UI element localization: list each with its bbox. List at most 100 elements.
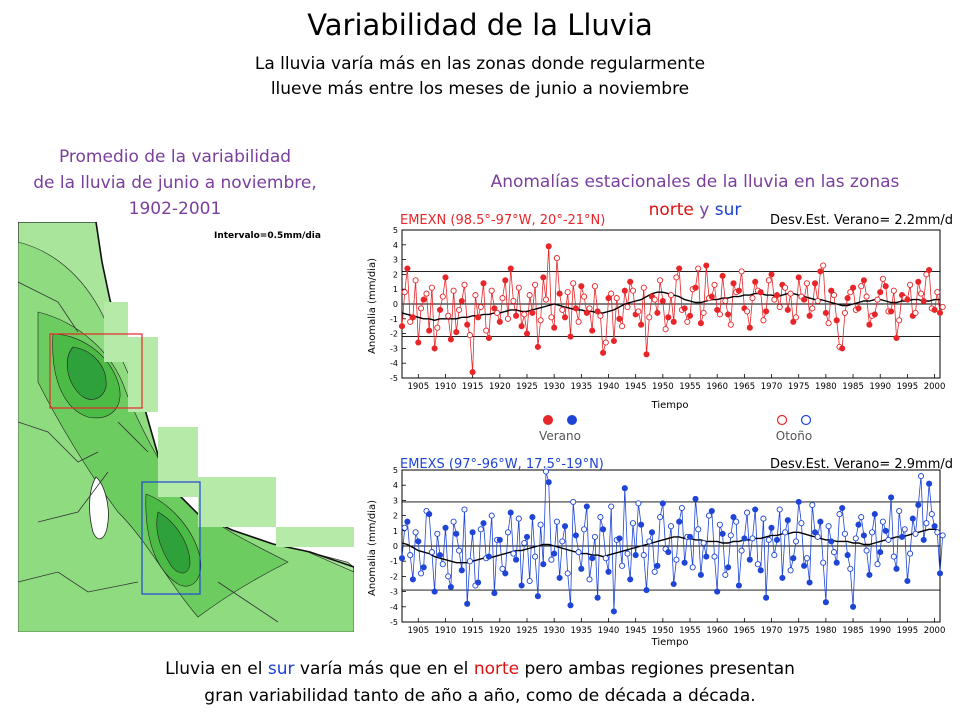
chart-north-autumn-point	[722, 297, 729, 305]
chart-south-autumn-point	[716, 521, 723, 528]
chart-south-summer-point	[583, 503, 590, 510]
chart-north-autumn-point	[586, 305, 593, 312]
chart-south-summer-point	[936, 570, 944, 577]
charts-heading-north: norte	[648, 200, 694, 220]
chart-north-autumn-point	[684, 318, 691, 325]
chart-south-autumn-point	[434, 530, 441, 537]
chart-north-autumn-point	[472, 292, 479, 299]
chart-north-summer-point	[665, 314, 672, 321]
chart-south-summer-point	[915, 501, 922, 509]
chart-north-xtick-label: 1910	[435, 382, 457, 392]
chart-north-summer-point	[426, 327, 433, 334]
chart-south-autumn-point	[678, 504, 685, 512]
chart-north-plot: -5 -4 -3 -2 -1 0 1 2 3 4 5 1905 1910 1915 1920 1925 1930…	[390, 226, 946, 392]
chart-south-autumn-point	[787, 567, 794, 574]
chart-south-autumn-point	[901, 526, 908, 533]
chart-south-xtick-label: 1995	[897, 626, 919, 636]
variability-contour-map: Intervalo=0.5mm/dia	[18, 222, 354, 632]
chart-south-autumn-point	[521, 539, 528, 547]
chart-north-summer-point	[409, 314, 416, 321]
chart-south-autumn-point	[738, 547, 745, 554]
chart-north-summer-point	[583, 309, 590, 316]
chart-south-autumn-point	[809, 501, 816, 509]
chart-south-autumn-point	[532, 553, 539, 560]
chart-north-summer-point	[768, 271, 775, 278]
chart-south-summer-point	[686, 533, 694, 540]
chart-south-autumn-point	[456, 547, 463, 554]
chart-north-autumn-point	[847, 289, 854, 296]
chart-south-summer-point	[779, 574, 786, 581]
chart-south-summer-point	[616, 535, 623, 542]
chart-south-xlabel: Tiempo	[651, 637, 689, 648]
chart-south-summer-point	[567, 602, 574, 609]
chart-north-summer-point	[822, 309, 829, 316]
chart-north-autumn-point	[629, 287, 637, 294]
chart-south-std-label: Desv.Est. Verano= 2.9mm/dia	[770, 457, 952, 472]
chart-north-summer-point	[627, 278, 634, 285]
chart-south-autumn-point	[466, 558, 473, 565]
chart-south-autumn-point	[537, 521, 544, 528]
chart-south-ytick-label: -5	[390, 618, 398, 627]
chart-north-autumn-point	[939, 303, 946, 311]
chart-north-summer-point	[447, 336, 454, 343]
chart-north-autumn-point	[477, 303, 484, 311]
page-title: Variabilidad de la Lluvia	[307, 8, 653, 42]
chart-north-summer-point	[681, 305, 688, 312]
chart-north-xtick-label: 1995	[897, 382, 919, 392]
chart-south-autumn-point	[407, 552, 414, 559]
chart-north-autumn-point	[923, 271, 930, 278]
chart-north-summer-point	[828, 287, 835, 294]
chart-south-summer-point	[480, 520, 487, 527]
chart-north-autumn-point	[597, 312, 604, 319]
chart-south-summer-point	[534, 593, 541, 600]
charts-heading-line2: norte y sur	[440, 196, 950, 224]
chart-north-autumn-point	[564, 289, 571, 296]
chart-north-autumn-point	[456, 306, 463, 313]
chart-south-autumn-point	[890, 553, 897, 560]
chart-south-summer-point	[529, 514, 536, 521]
chart-north-summer-point	[703, 262, 710, 269]
chart-south-summer-point	[752, 506, 759, 513]
chart-north-autumn-point	[771, 296, 778, 303]
chart-north-summer-point	[469, 369, 476, 376]
chart-south-summer-point	[806, 579, 813, 586]
chart-north-xtick-label: 1960	[706, 382, 728, 392]
chart-south-autumn-point	[608, 503, 615, 510]
chart-north-autumn-point	[896, 317, 903, 324]
chart-north-autumn-point	[760, 317, 767, 324]
chart-north-autumn-point	[602, 339, 609, 346]
chart-south-ytick-label: -3	[390, 588, 398, 597]
chart-south-summer-point	[784, 517, 791, 524]
chart-north-autumn-point	[646, 314, 653, 321]
chart-north-xtick-label: 1935	[571, 382, 593, 392]
chart-south-autumn-point	[635, 500, 642, 507]
chart-north-autumn-point	[863, 293, 870, 300]
chart-south-autumn-point	[939, 532, 946, 539]
chart-north-autumn-point	[738, 268, 745, 275]
charts-heading-and: y	[699, 200, 710, 220]
chart-north-autumn-point	[917, 290, 925, 297]
chart-south-ytick-label: 4	[393, 481, 398, 490]
chart-south-autumn-point	[602, 555, 609, 562]
chart-north-xtick-label: 1920	[489, 382, 511, 392]
chart-north-autumn-point	[434, 324, 441, 331]
chart-south-summer-point	[436, 552, 444, 559]
chart-south-ylabel: Anomalia (mm/dia)	[367, 500, 378, 596]
chart-south-autumn-point	[928, 511, 935, 518]
chart-north-autumn-point	[417, 305, 425, 312]
chart-south-autumn-point	[760, 515, 767, 522]
chart-north-autumn-point	[934, 289, 941, 296]
chart-south-ytick-label: 2	[393, 512, 398, 521]
map-boundaries	[18, 281, 279, 623]
chart-north-summer-point	[839, 345, 846, 352]
chart-south-autumn-point	[885, 536, 892, 543]
chart-north-summer-point	[485, 334, 492, 342]
chart-south-summer-point	[458, 567, 465, 574]
chart-north-summer-point	[638, 321, 645, 328]
chart-north-summer-point	[578, 283, 585, 290]
chart-south-autumn-point	[858, 514, 865, 521]
chart-north-xtick-label: 1915	[462, 382, 484, 392]
chart-north-autumn-point	[466, 332, 473, 339]
chart-south-autumn-point	[923, 520, 930, 527]
chart-south-autumn-point	[586, 576, 593, 583]
